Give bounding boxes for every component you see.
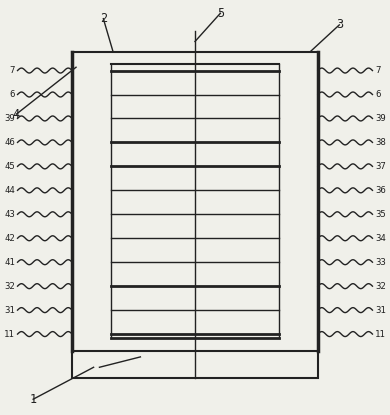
Text: 37: 37: [375, 162, 386, 171]
Text: 34: 34: [375, 234, 386, 243]
Text: 7: 7: [375, 66, 381, 75]
Text: 31: 31: [375, 305, 386, 315]
Bar: [72, 351, 318, 378]
Text: 44: 44: [4, 186, 15, 195]
Text: 11: 11: [375, 330, 386, 339]
Text: 32: 32: [4, 282, 15, 290]
Text: 6: 6: [9, 90, 15, 99]
Text: 11: 11: [4, 330, 15, 339]
Text: 32: 32: [375, 282, 386, 290]
Text: 39: 39: [4, 114, 15, 123]
Text: 1: 1: [30, 393, 37, 406]
Text: 4: 4: [13, 107, 20, 121]
Text: 33: 33: [375, 258, 386, 267]
Text: 42: 42: [4, 234, 15, 243]
Text: 43: 43: [4, 210, 15, 219]
Text: 2: 2: [100, 12, 107, 25]
Text: 38: 38: [375, 138, 386, 147]
Text: 46: 46: [4, 138, 15, 147]
Text: 6: 6: [375, 90, 381, 99]
Text: 45: 45: [4, 162, 15, 171]
Text: 36: 36: [375, 186, 386, 195]
Text: 31: 31: [4, 305, 15, 315]
Text: 41: 41: [4, 258, 15, 267]
Text: 39: 39: [375, 114, 386, 123]
Text: 5: 5: [217, 7, 224, 20]
Text: 7: 7: [9, 66, 15, 75]
Text: 3: 3: [336, 18, 343, 32]
Text: 35: 35: [375, 210, 386, 219]
